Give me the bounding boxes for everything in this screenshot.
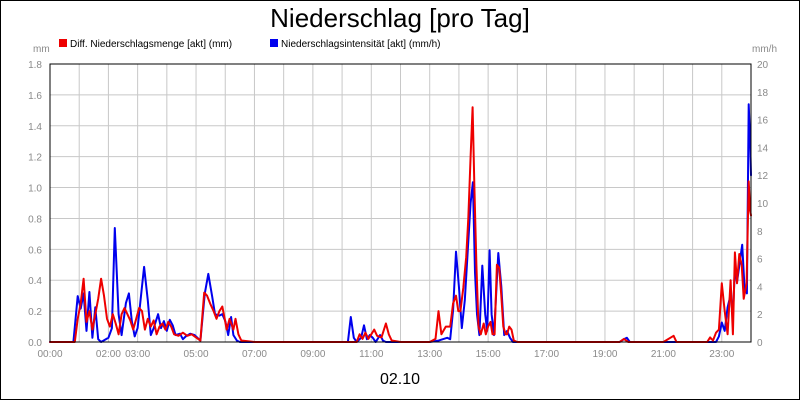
- x-tick-label: 23:00: [709, 349, 734, 360]
- right-tick-label: 10: [757, 199, 769, 210]
- x-tick-label: 17:00: [534, 349, 559, 360]
- left-tick-label: 0.8: [28, 214, 42, 225]
- right-axis-ticks: 0 2 4 6 8 10 12 14 16 18 20: [757, 60, 769, 349]
- right-tick-label: 14: [757, 143, 769, 154]
- left-tick-label: 0.4: [28, 276, 42, 287]
- right-tick-label: 2: [757, 310, 763, 321]
- x-tick-label: 07:00: [242, 349, 267, 360]
- x-axis-ticks: 00:00 02:00 03:00 05:00 07:00 09:00 11:00 13:00…: [37, 349, 734, 360]
- right-tick-label: 12: [757, 171, 769, 182]
- series-line-intensitaet: [49, 103, 752, 343]
- plot-area-border: [49, 63, 752, 343]
- x-tick-label: 15:00: [476, 349, 501, 360]
- right-tick-label: 8: [757, 227, 763, 238]
- grid: [50, 63, 751, 343]
- right-tick-label: 4: [757, 282, 763, 293]
- left-tick-label: 1.4: [28, 122, 42, 133]
- x-tick-label: 11:00: [359, 349, 384, 360]
- left-tick-label: 0.2: [28, 307, 42, 318]
- chart-title: Niederschlag [pro Tag]: [270, 3, 530, 33]
- right-tick-label: 18: [757, 88, 769, 99]
- date-label: 02.10: [380, 371, 420, 388]
- left-tick-label: 0.0: [28, 338, 42, 349]
- x-tick-label: 03:00: [125, 349, 150, 360]
- legend-label-intensitaet: Niederschlagsintensität [akt] (mm/h): [281, 39, 441, 50]
- x-tick-label: 00:00: [37, 349, 62, 360]
- legend-swatch-blue: [270, 39, 278, 47]
- left-axis-ticks: 0.0 0.2 0.4 0.6 0.8 1.0 1.2 1.4 1.6 1.8: [28, 60, 42, 349]
- x-tick-label: 13:00: [417, 349, 442, 360]
- left-axis-unit: mm: [33, 44, 50, 55]
- x-tick-label: 09:00: [300, 349, 325, 360]
- left-tick-label: 1.2: [28, 153, 42, 164]
- legend-label-menge: Diff. Niederschlagsmenge [akt] (mm): [70, 39, 232, 50]
- left-tick-label: 1.6: [28, 91, 42, 102]
- left-tick-label: 1.0: [28, 184, 42, 195]
- right-tick-label: 16: [757, 116, 769, 127]
- x-tick-label: 19:00: [592, 349, 617, 360]
- right-tick-label: 20: [757, 60, 769, 71]
- x-tick-label: 21:00: [651, 349, 676, 360]
- right-axis-unit: mm/h: [752, 44, 777, 55]
- x-tick-label: 05:00: [184, 349, 209, 360]
- left-tick-label: 0.6: [28, 245, 42, 256]
- right-tick-label: 0: [757, 338, 763, 349]
- x-tick-label: 02:00: [96, 349, 121, 360]
- right-tick-label: 6: [757, 255, 763, 266]
- legend-swatch-red: [59, 39, 67, 47]
- left-tick-label: 1.8: [28, 60, 42, 71]
- legend: Diff. Niederschlagsmenge [akt] (mm) Nied…: [59, 39, 441, 50]
